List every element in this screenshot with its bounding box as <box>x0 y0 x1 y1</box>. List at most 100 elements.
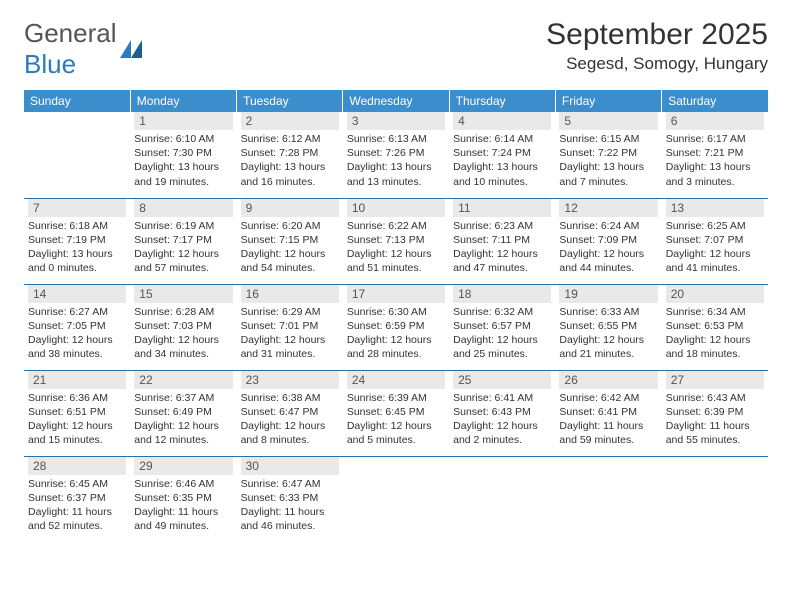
daylight-line2: and 13 minutes. <box>347 175 445 189</box>
sunrise-text: Sunrise: 6:17 AM <box>666 132 764 146</box>
daylight-line1: Daylight: 13 hours <box>559 160 657 174</box>
calendar-day-cell: 7Sunrise: 6:18 AMSunset: 7:19 PMDaylight… <box>24 198 130 284</box>
daylight-line1: Daylight: 13 hours <box>666 160 764 174</box>
daylight-line2: and 57 minutes. <box>134 261 232 275</box>
sunrise-text: Sunrise: 6:27 AM <box>28 305 126 319</box>
day-number: 13 <box>666 199 764 217</box>
calendar-day-cell: 22Sunrise: 6:37 AMSunset: 6:49 PMDayligh… <box>130 370 236 456</box>
logo-mark-icon <box>120 40 142 58</box>
calendar-day-cell: 1Sunrise: 6:10 AMSunset: 7:30 PMDaylight… <box>130 112 236 198</box>
daylight-line1: Daylight: 12 hours <box>241 419 339 433</box>
sunset-text: Sunset: 6:39 PM <box>666 405 764 419</box>
sunrise-text: Sunrise: 6:22 AM <box>347 219 445 233</box>
day-info: Sunrise: 6:22 AMSunset: 7:13 PMDaylight:… <box>347 219 445 276</box>
daylight-line2: and 52 minutes. <box>28 519 126 533</box>
daylight-line2: and 0 minutes. <box>28 261 126 275</box>
day-number: 25 <box>453 371 551 389</box>
sunrise-text: Sunrise: 6:42 AM <box>559 391 657 405</box>
calendar-week-row: 28 Sunrise: 6:45 AMSunset: 6:37 PMDayligh… <box>24 456 768 542</box>
sunrise-text: Sunrise: 6:34 AM <box>666 305 764 319</box>
day-number: 3 <box>347 112 445 130</box>
weekday-header: Saturday <box>662 90 768 112</box>
sunset-text: Sunset: 7:05 PM <box>28 319 126 333</box>
sunset-text: Sunset: 6:59 PM <box>347 319 445 333</box>
day-number: 10 <box>347 199 445 217</box>
day-number: 11 <box>453 199 551 217</box>
daylight-line1: Daylight: 12 hours <box>559 247 657 261</box>
daylight-line1: Daylight: 11 hours <box>134 505 232 519</box>
daylight-line1: Daylight: 12 hours <box>559 333 657 347</box>
daylight-line2: and 31 minutes. <box>241 347 339 361</box>
daylight-line2: and 5 minutes. <box>347 433 445 447</box>
calendar-day-cell: 4Sunrise: 6:14 AMSunset: 7:24 PMDaylight… <box>449 112 555 198</box>
daylight-line1: Daylight: 13 hours <box>453 160 551 174</box>
sunrise-text: Sunrise: 6:24 AM <box>559 219 657 233</box>
location-text: Segesd, Somogy, Hungary <box>546 54 768 74</box>
sunset-text: Sunset: 7:03 PM <box>134 319 232 333</box>
daylight-line1: Daylight: 12 hours <box>347 247 445 261</box>
sunrise-text: Sunrise: 6:29 AM <box>241 305 339 319</box>
daylight-line1: Daylight: 11 hours <box>241 505 339 519</box>
calendar-day-cell: 10 Sunrise: 6:22 AMSunset: 7:13 PMDayligh… <box>343 198 449 284</box>
sunrise-text: Sunrise: 6:28 AM <box>134 305 232 319</box>
calendar-day-cell: 26Sunrise: 6:42 AMSunset: 6:41 PMDayligh… <box>555 370 661 456</box>
logo: General Blue <box>24 18 142 80</box>
sunset-text: Sunset: 7:09 PM <box>559 233 657 247</box>
day-number: 23 <box>241 371 339 389</box>
daylight-line2: and 21 minutes. <box>559 347 657 361</box>
day-number: 27 <box>666 371 764 389</box>
daylight-line1: Daylight: 12 hours <box>28 419 126 433</box>
daylight-line1: Daylight: 12 hours <box>453 419 551 433</box>
sunset-text: Sunset: 7:21 PM <box>666 146 764 160</box>
sunset-text: Sunset: 6:43 PM <box>453 405 551 419</box>
sunrise-text: Sunrise: 6:45 AM <box>28 477 126 491</box>
day-info: Sunrise: 6:38 AMSunset: 6:47 PMDaylight:… <box>241 391 339 448</box>
day-number: 8 <box>134 199 232 217</box>
day-info: Sunrise: 6:33 AMSunset: 6:55 PMDaylight:… <box>559 305 657 362</box>
sunset-text: Sunset: 7:24 PM <box>453 146 551 160</box>
daylight-line1: Daylight: 12 hours <box>666 333 764 347</box>
day-number: 16 <box>241 285 339 303</box>
calendar-week-row: 14Sunrise: 6:27 AMSunset: 7:05 PMDayligh… <box>24 284 768 370</box>
day-info: Sunrise: 6:37 AMSunset: 6:49 PMDaylight:… <box>134 391 232 448</box>
sunrise-text: Sunrise: 6:30 AM <box>347 305 445 319</box>
daylight-line1: Daylight: 12 hours <box>453 333 551 347</box>
sunset-text: Sunset: 7:22 PM <box>559 146 657 160</box>
sunset-text: Sunset: 7:13 PM <box>347 233 445 247</box>
sunrise-text: Sunrise: 6:13 AM <box>347 132 445 146</box>
weekday-header: Wednesday <box>343 90 449 112</box>
day-number: 9 <box>241 199 339 217</box>
daylight-line1: Daylight: 12 hours <box>28 333 126 347</box>
sunset-text: Sunset: 7:07 PM <box>666 233 764 247</box>
day-info: Sunrise: 6:46 AMSunset: 6:35 PMDaylight:… <box>134 477 232 534</box>
daylight-line1: Daylight: 11 hours <box>666 419 764 433</box>
sunset-text: Sunset: 6:45 PM <box>347 405 445 419</box>
day-info: Sunrise: 6:13 AMSunset: 7:26 PMDaylight:… <box>347 132 445 189</box>
day-info: Sunrise: 6:23 AMSunset: 7:11 PMDaylight:… <box>453 219 551 276</box>
sunset-text: Sunset: 6:51 PM <box>28 405 126 419</box>
sunset-text: Sunset: 7:26 PM <box>347 146 445 160</box>
day-info: Sunrise: 6:42 AMSunset: 6:41 PMDaylight:… <box>559 391 657 448</box>
calendar-table: SundayMondayTuesdayWednesdayThursdayFrid… <box>24 90 768 542</box>
day-info: Sunrise: 6:20 AMSunset: 7:15 PMDaylight:… <box>241 219 339 276</box>
sunrise-text: Sunrise: 6:38 AM <box>241 391 339 405</box>
calendar-day-cell: 6Sunrise: 6:17 AMSunset: 7:21 PMDaylight… <box>662 112 768 198</box>
day-info: Sunrise: 6:45 AMSunset: 6:37 PMDaylight:… <box>28 477 126 534</box>
daylight-line2: and 15 minutes. <box>28 433 126 447</box>
daylight-line2: and 38 minutes. <box>28 347 126 361</box>
calendar-day-cell: 5Sunrise: 6:15 AMSunset: 7:22 PMDaylight… <box>555 112 661 198</box>
calendar-day-cell: 12Sunrise: 6:24 AMSunset: 7:09 PMDayligh… <box>555 198 661 284</box>
day-number: 28 <box>28 457 126 475</box>
weekday-header: Tuesday <box>237 90 343 112</box>
day-number: 14 <box>28 285 126 303</box>
day-info: Sunrise: 6:19 AMSunset: 7:17 PMDaylight:… <box>134 219 232 276</box>
day-number: 19 <box>559 285 657 303</box>
sunset-text: Sunset: 7:11 PM <box>453 233 551 247</box>
day-number: 21 <box>28 371 126 389</box>
calendar-day-cell: 28 Sunrise: 6:45 AMSunset: 6:37 PMDayligh… <box>24 456 130 542</box>
sunrise-text: Sunrise: 6:36 AM <box>28 391 126 405</box>
sunset-text: Sunset: 6:41 PM <box>559 405 657 419</box>
daylight-line1: Daylight: 12 hours <box>241 333 339 347</box>
calendar-day-cell <box>662 456 768 542</box>
day-number: 7 <box>28 199 126 217</box>
